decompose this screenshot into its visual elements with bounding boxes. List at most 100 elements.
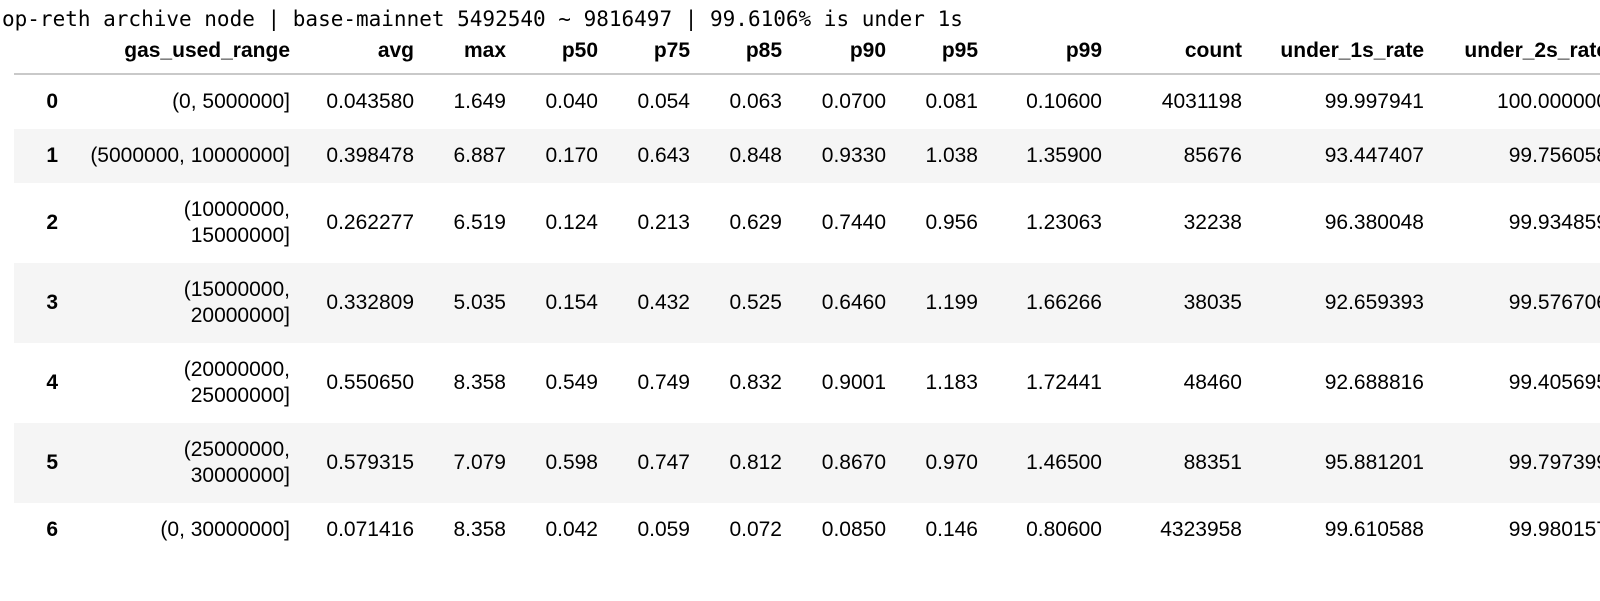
row-index: 4	[46, 371, 58, 394]
cell-p99: 1.66266	[990, 263, 1114, 343]
cell-under-2s-rate: 99.797399	[1436, 423, 1600, 503]
cell-under-1s-rate: 92.659393	[1254, 263, 1436, 343]
cell-p85: 0.848	[702, 129, 794, 183]
cell-avg: 0.071416	[302, 503, 426, 558]
stats-table: gas_used_range avg max p50 p75 p85 p90 p…	[14, 36, 1600, 558]
cell-avg: 0.398478	[302, 129, 426, 183]
cell-under-2s-rate: 99.934859	[1508, 211, 1600, 234]
row-index: 3	[14, 263, 70, 343]
cell-max: 6.519	[453, 211, 506, 234]
cell-p85: 0.812	[702, 423, 794, 503]
table-row: 3 (15000000, 20000000] 0.332809 5.035 0.…	[14, 263, 1600, 343]
cell-gas-used-range: (20000000, 25000000]	[183, 358, 290, 407]
column-header-p75: p75	[610, 36, 702, 75]
table-row: 4 (20000000, 25000000] 0.550650 8.358 0.…	[14, 343, 1600, 423]
cell-p90: 0.0700	[821, 90, 886, 113]
cell-count: 32238	[1183, 211, 1242, 234]
cell-under-1s-rate: 99.997941	[1324, 90, 1424, 113]
cell-p75: 0.747	[610, 423, 702, 503]
cell-avg: 0.332809	[302, 263, 426, 343]
cell-avg: 0.550650	[326, 371, 414, 394]
page-title: op-reth archive node | base-mainnet 5492…	[2, 7, 963, 31]
cell-avg: 0.579315	[302, 423, 426, 503]
cell-p75: 0.432	[610, 263, 702, 343]
cell-p90: 0.0850	[794, 503, 898, 558]
table-container: gas_used_range avg max p50 p75 p85 p90 p…	[0, 36, 1600, 558]
cell-under-1s-rate: 93.447407	[1254, 129, 1436, 183]
cell-p99: 0.80600	[990, 503, 1114, 558]
cell-count: 48460	[1183, 371, 1242, 394]
cell-p75: 0.059	[610, 503, 702, 558]
cell-under-1s-rate: 95.881201	[1254, 423, 1436, 503]
cell-p99: 1.72441	[1026, 371, 1102, 394]
table-body: 0 (0, 5000000] 0.043580 1.649 0.040 0.05…	[14, 74, 1600, 558]
row-index: 5	[14, 423, 70, 503]
column-header-under-1s-rate: under_1s_rate	[1254, 36, 1436, 75]
cell-p50: 0.170	[518, 129, 610, 183]
column-header-p90: p90	[794, 36, 898, 75]
column-header-avg: avg	[302, 36, 426, 75]
cell-max: 6.887	[426, 129, 518, 183]
cell-p90: 0.7440	[821, 211, 886, 234]
column-header-max: max	[426, 36, 518, 75]
cell-under-1s-rate: 99.610588	[1254, 503, 1436, 558]
cell-p95: 0.956	[925, 211, 978, 234]
cell-p95: 1.199	[898, 263, 990, 343]
cell-p99: 1.23063	[1026, 211, 1102, 234]
cell-count: 88351	[1114, 423, 1254, 503]
cell-p50: 0.598	[518, 423, 610, 503]
table-row: 6 (0, 30000000] 0.071416 8.358 0.042 0.0…	[14, 503, 1600, 558]
cell-p50: 0.040	[545, 90, 598, 113]
cell-p75: 0.643	[610, 129, 702, 183]
cell-gas-used-range: (10000000, 15000000]	[183, 198, 290, 247]
column-header-count: count	[1114, 36, 1254, 75]
cell-p95: 1.038	[898, 129, 990, 183]
column-header-p99: p99	[990, 36, 1114, 75]
cell-gas-used-range: (5000000, 10000000]	[70, 129, 302, 183]
cell-max: 8.358	[426, 503, 518, 558]
cell-p95: 0.970	[898, 423, 990, 503]
table-row: 5 (25000000, 30000000] 0.579315 7.079 0.…	[14, 423, 1600, 503]
cell-gas-used-range: (0, 30000000]	[70, 503, 302, 558]
header-row: gas_used_range avg max p50 p75 p85 p90 p…	[14, 36, 1600, 75]
cell-p99: 1.46500	[990, 423, 1114, 503]
cell-avg: 0.043580	[326, 90, 414, 113]
table-row: 0 (0, 5000000] 0.043580 1.649 0.040 0.05…	[14, 74, 1600, 129]
cell-p99: 1.35900	[990, 129, 1114, 183]
cell-p85: 0.629	[729, 211, 782, 234]
cell-max: 8.358	[453, 371, 506, 394]
cell-under-2s-rate: 99.576706	[1436, 263, 1600, 343]
cell-under-2s-rate: 99.405695	[1508, 371, 1600, 394]
cell-p85: 0.525	[702, 263, 794, 343]
cell-p75: 0.054	[637, 90, 690, 113]
cell-p90: 0.9001	[821, 371, 886, 394]
column-header-p50: p50	[518, 36, 610, 75]
cell-p90: 0.6460	[794, 263, 898, 343]
cell-gas-used-range: (15000000, 20000000]	[70, 263, 302, 343]
cell-under-2s-rate: 99.756058	[1436, 129, 1600, 183]
row-index: 1	[14, 129, 70, 183]
table-header: gas_used_range avg max p50 p75 p85 p90 p…	[14, 36, 1600, 75]
row-index: 0	[46, 90, 58, 113]
cell-gas-used-range: (0, 5000000]	[172, 90, 290, 113]
cell-count: 38035	[1114, 263, 1254, 343]
table-row: 2 (10000000, 15000000] 0.262277 6.519 0.…	[14, 183, 1600, 263]
cell-count: 4031198	[1161, 90, 1242, 113]
column-header-p95: p95	[898, 36, 990, 75]
row-index: 2	[46, 211, 58, 234]
cell-p85: 0.832	[729, 371, 782, 394]
cell-under-2s-rate: 100.000000	[1497, 90, 1600, 113]
cell-p75: 0.213	[637, 211, 690, 234]
cell-max: 1.649	[453, 90, 506, 113]
table-row: 1 (5000000, 10000000] 0.398478 6.887 0.1…	[14, 129, 1600, 183]
column-header-under-2s-rate: under_2s_rate	[1436, 36, 1600, 75]
cell-p50: 0.124	[545, 211, 598, 234]
column-header-gas-used-range: gas_used_range	[70, 36, 302, 75]
cell-p95: 1.183	[925, 371, 978, 394]
cell-p95: 0.146	[898, 503, 990, 558]
cell-p50: 0.549	[545, 371, 598, 394]
cell-p50: 0.042	[518, 503, 610, 558]
cell-max: 5.035	[426, 263, 518, 343]
cell-count: 4323958	[1114, 503, 1254, 558]
cell-p85: 0.063	[729, 90, 782, 113]
